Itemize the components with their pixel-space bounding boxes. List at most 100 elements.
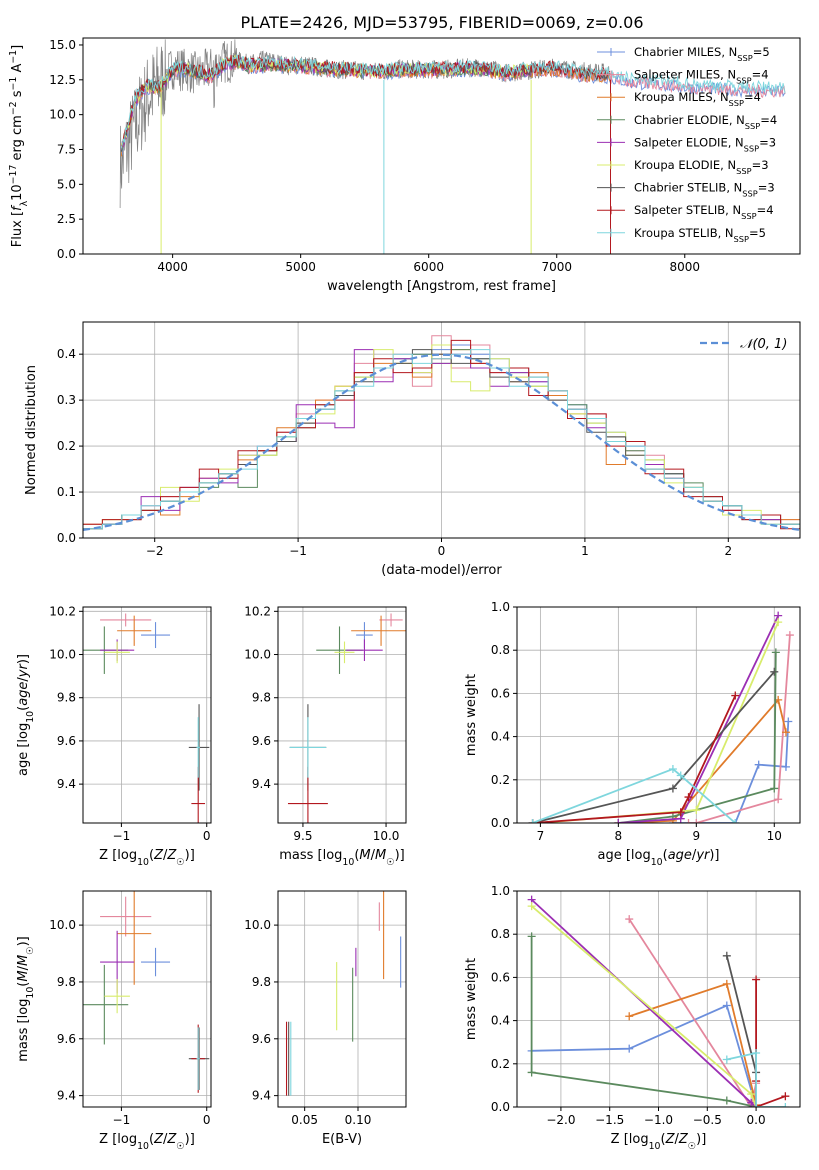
y-tick-label: 9.8	[57, 691, 76, 705]
y-tick-label: 9.4	[252, 1089, 271, 1103]
legend-label: Chabrier MILES, NSSP=5	[634, 45, 770, 63]
weight-point	[676, 808, 685, 817]
x-tick-label: 9	[692, 829, 700, 843]
axes-frame	[277, 606, 407, 824]
weight-point	[614, 819, 623, 823]
weight-line-salpeter-stelib	[532, 695, 737, 823]
x-tick-label: 0	[203, 829, 211, 843]
weight-point	[722, 1001, 731, 1010]
weight-point	[747, 1090, 756, 1099]
y-tick-label: 9.6	[57, 1032, 76, 1046]
x-tick-label: 2	[724, 544, 732, 558]
y-tick-label: 10.0	[244, 648, 271, 662]
y-tick-label: 9.6	[252, 1032, 271, 1046]
weight-point	[752, 1049, 761, 1057]
plot-area	[83, 613, 210, 823]
weight-point	[770, 667, 779, 676]
plot-area	[83, 891, 210, 1093]
weight-point	[722, 979, 731, 988]
y-tick-label: 10.2	[244, 604, 271, 618]
weight-point	[722, 951, 731, 960]
x-tick-label: 8	[615, 829, 623, 843]
weight-point	[774, 618, 783, 627]
weight-point	[754, 760, 763, 769]
axes-frame	[82, 890, 212, 1108]
x-axis-label: E(B-V)	[322, 1132, 362, 1147]
y-tick-label: 10.2	[49, 604, 76, 618]
weight-line-kroupa-stelib	[726, 1051, 786, 1107]
plot-area	[528, 611, 794, 823]
plot-area	[119, 39, 786, 254]
weight-point	[771, 648, 780, 657]
y-tick-label: 0.3	[57, 393, 76, 407]
weight-point	[527, 1068, 536, 1077]
x-tick-label: −1.5	[595, 1113, 624, 1127]
weight-point	[774, 795, 783, 804]
y-tick-label: 0.6	[491, 970, 510, 984]
weight-point	[731, 691, 740, 700]
legend-label: Salpeter MILES, NSSP=4	[634, 68, 769, 86]
weight-point	[770, 784, 779, 793]
legend-label: Salpeter STELIB, NSSP=4	[634, 203, 774, 221]
weight-point	[784, 717, 793, 726]
y-tick-label: 9.6	[252, 734, 271, 748]
legend-label: Kroupa STELIB, NSSP=5	[634, 226, 766, 244]
weight-line-chabrier-elodie	[530, 936, 757, 1107]
y-tick-label: 9.8	[57, 975, 76, 989]
y-axis-label: mass weight	[464, 958, 479, 1040]
figure-title: PLATE=2426, MJD=53795, FIBERID=0069, z=0…	[240, 13, 643, 32]
x-tick-label: −1	[113, 1113, 131, 1127]
plot-area	[287, 613, 406, 823]
y-axis-label: Flux [fλ10−17 erg cm−2 s−1 A−1]	[8, 45, 30, 247]
y-tick-label: 0.0	[491, 1100, 510, 1114]
x-tick-label: −1.0	[644, 1113, 673, 1127]
x-tick-label: −0.5	[693, 1113, 722, 1127]
y-axis-label: mass weight	[464, 674, 479, 756]
x-axis-label: Z [log10(Z/Z☉)]	[99, 1132, 195, 1152]
x-tick-label: 0	[438, 544, 446, 558]
x-axis-label: Z [log10(Z/Z☉)]	[99, 848, 195, 868]
axes-weight-vs-age: 7 8 9 10 0.0 0.2 0.4 0.6 0.8 1.0 age [log10(age/yr…	[464, 600, 801, 868]
plot-area	[527, 895, 790, 1107]
weight-point	[527, 932, 536, 941]
axes-age-vs-mass: 9.5 10.0 9.4 9.6 9.8 10.0 10.2 mass [log10(M/M☉…	[244, 604, 407, 868]
x-axis-label: age [log10(age/yr)]	[597, 848, 719, 868]
y-tick-label: 7.5	[57, 142, 76, 156]
x-tick-label: −1	[289, 544, 307, 558]
x-tick-label: 7000	[541, 260, 572, 274]
x-tick-label: 1	[581, 544, 589, 558]
x-tick-label: 5000	[285, 260, 316, 274]
y-tick-label: 10.0	[49, 918, 76, 932]
weight-point	[684, 793, 693, 802]
y-tick-label: 0.4	[491, 730, 510, 744]
weight-point	[722, 1096, 731, 1105]
y-tick-label: 0.8	[491, 927, 510, 941]
y-tick-label: 1.0	[491, 884, 510, 898]
y-tick-label: 9.8	[252, 975, 271, 989]
weight-line-kroupa-stelib	[532, 767, 736, 823]
weight-point	[781, 728, 790, 737]
y-tick-label: 0.8	[491, 643, 510, 657]
x-axis-label: (data-model)/error	[381, 563, 502, 578]
legend-label: Kroupa ELODIE, NSSP=3	[634, 158, 769, 176]
x-tick-label: 10	[767, 829, 782, 843]
axes-frame	[82, 606, 212, 824]
weight-point	[668, 784, 677, 793]
x-axis-label: Z [log10(Z/Z☉)]	[611, 1132, 707, 1152]
weight-point	[781, 1092, 790, 1101]
weight-point	[692, 806, 701, 815]
normal-curve-line	[83, 353, 800, 531]
axes-weight-vs-Z: −2.0 −1.5 −1.0 −0.5 0.0 0.0 0.2 0.4 0.6 0.8 1.0 Z […	[464, 884, 801, 1152]
y-tick-label: 9.8	[252, 691, 271, 705]
y-tick-label: 9.4	[252, 777, 271, 791]
y-tick-label: 1.0	[491, 600, 510, 614]
model-spectrum-kroupa-stelib	[120, 54, 786, 149]
y-axis-label: mass [log10(M/M☉)]	[16, 936, 36, 1062]
x-tick-label: 0	[203, 1113, 211, 1127]
y-tick-label: 9.4	[57, 777, 76, 791]
weight-point	[781, 762, 790, 771]
x-axis-label: wavelength [Angstrom, rest frame]	[327, 279, 556, 294]
y-tick-label: 10.0	[49, 108, 76, 122]
axes-age-vs-Z: −1 0 9.4 9.6 9.8 10.0 10.2 Z [log10(Z/Z☉)] age […	[16, 604, 212, 868]
y-tick-label: 0.4	[491, 1014, 510, 1028]
